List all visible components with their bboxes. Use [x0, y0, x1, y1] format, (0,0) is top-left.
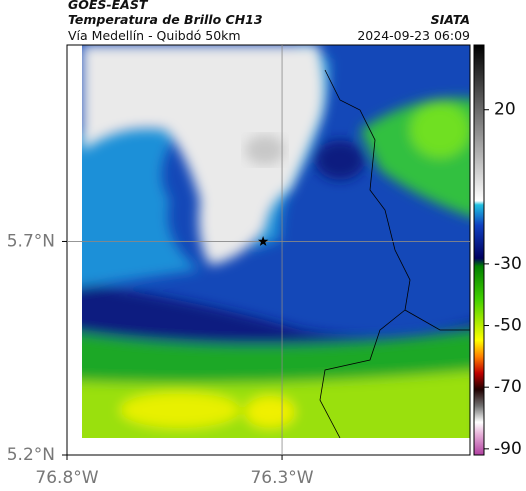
colorbar-label: -50 — [494, 316, 522, 336]
timestamp: 2024-09-23 06:09 — [357, 28, 470, 43]
colorbar-label: -30 — [494, 254, 522, 274]
colorbar-label: -70 — [494, 377, 522, 397]
x-tick-label: 76.3°W — [250, 468, 313, 488]
colorbar — [473, 44, 485, 456]
agency: SIATA — [431, 12, 470, 27]
product: Temperatura de Brillo CH13 — [68, 12, 263, 27]
source: GOES-EAST — [68, 0, 149, 12]
y-tick-label: 5.7°N — [7, 231, 55, 251]
y-tick-label: 5.2°N — [7, 445, 55, 465]
colorbar-label: 20 — [494, 100, 516, 120]
x-tick-label: 76.8°W — [35, 468, 98, 488]
map-frame — [66, 44, 471, 456]
location-marker — [257, 236, 269, 246]
location: Vía Medellín - Quibdó 50km — [68, 28, 241, 43]
imagery — [82, 45, 470, 438]
colorbar-label: -90 — [494, 439, 522, 459]
